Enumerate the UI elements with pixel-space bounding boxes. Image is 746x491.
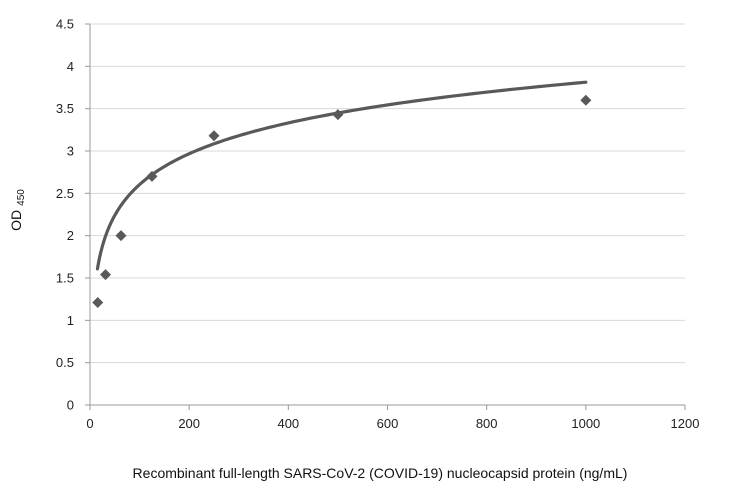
y-tick-label: 1.5 [56,271,74,286]
data-point [92,297,104,309]
x-tick-label: 1000 [571,416,600,431]
y-tick-labels: 0 0.5 1 1.5 2 2.5 3 3.5 4 4.5 [56,17,74,413]
trendline-layer [95,80,588,271]
x-tick-label: 800 [476,416,498,431]
y-tick-label: 3 [67,144,74,159]
y-tick-label: 3.5 [56,101,74,116]
x-tick-label: 0 [86,416,93,431]
y-tick-label: 4.5 [56,17,74,32]
axes [85,23,686,410]
y-tick-label: 1 [67,313,74,328]
x-tick-labels: 0 200 400 600 800 1000 1200 [86,416,699,431]
data-points [92,94,592,309]
data-point [115,230,127,242]
data-point [146,170,158,182]
y-axis-title-main: OD [8,210,24,231]
x-tick-label: 1200 [671,416,700,431]
data-point [332,109,344,121]
y-axis-title: OD 450 [8,189,27,231]
x-tick-label: 200 [178,416,200,431]
y-tick-label: 2.5 [56,186,74,201]
y-tick-label: 4 [67,59,74,74]
y-tick-label: 0.5 [56,355,74,370]
y-axis-title-subscript: 450 [16,189,27,206]
x-tick-label: 400 [277,416,299,431]
data-point [580,94,592,106]
x-tick-label: 600 [377,416,399,431]
y-tick-label: 2 [67,228,74,243]
trendline [95,80,588,271]
x-axis-title: Recombinant full-length SARS-CoV-2 (COVI… [133,465,628,481]
gridlines [90,23,685,364]
data-point [99,269,111,281]
data-point [208,130,220,142]
y-tick-label: 0 [67,398,74,413]
